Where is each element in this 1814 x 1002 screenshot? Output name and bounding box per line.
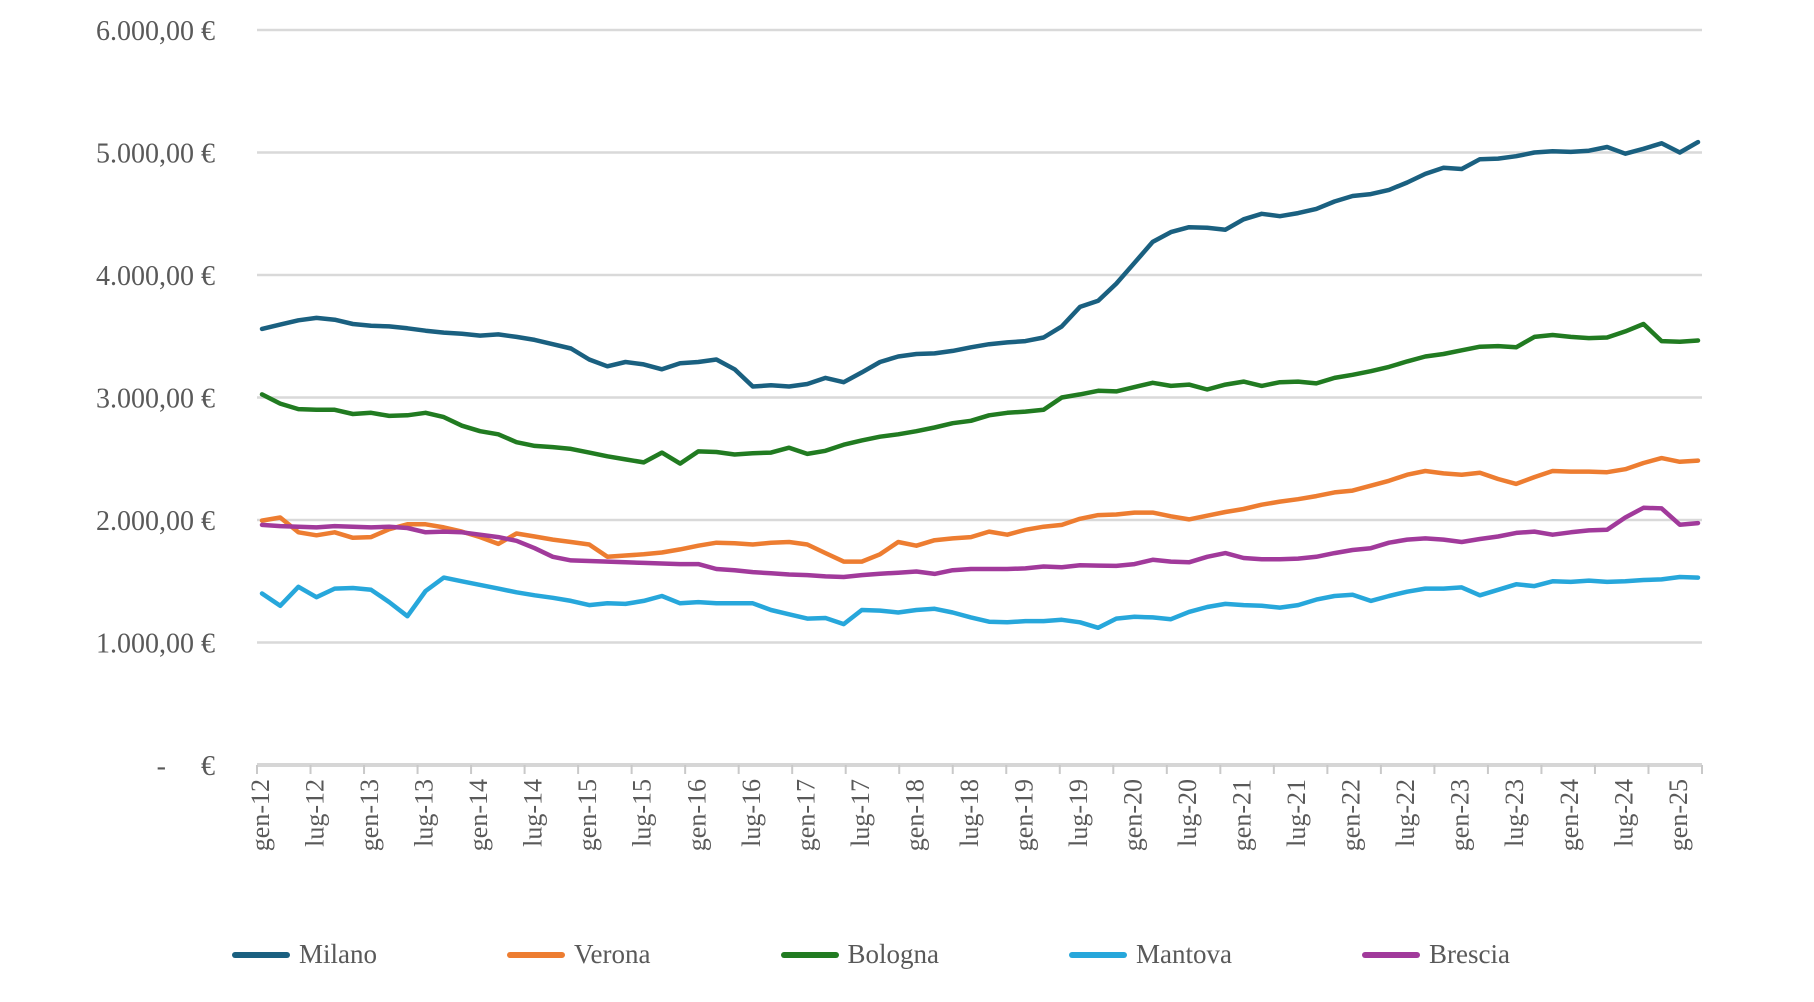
x-axis-label: gen-19 — [1009, 779, 1038, 851]
x-axis-label: lug-17 — [846, 779, 875, 847]
x-axis-label: gen-22 — [1337, 779, 1366, 851]
x-axis-label: gen-15 — [573, 779, 602, 851]
legend-label-mantova: Mantova — [1136, 939, 1232, 969]
legend: Milano Verona Bologna Mantova Brescia — [232, 941, 1510, 968]
legend-swatch-bologna — [780, 951, 839, 958]
x-axis-label: gen-24 — [1555, 779, 1584, 851]
x-axis-label: lug-20 — [1173, 779, 1202, 847]
y-axis-label: 2.000,00 € — [96, 506, 215, 537]
legend-label-verona: Verona — [574, 939, 651, 969]
x-axis-label: gen-18 — [900, 779, 929, 851]
x-axis-label: lug-15 — [628, 779, 657, 847]
x-axis-label: lug-19 — [1064, 779, 1093, 847]
x-axis-label: gen-25 — [1664, 779, 1693, 851]
legend-label-bologna: Bologna — [847, 939, 940, 969]
x-axis-label: lug-12 — [301, 779, 330, 847]
x-axis-label: gen-16 — [682, 779, 711, 851]
x-axis-label: lug-16 — [737, 779, 766, 847]
x-axis-label: gen-12 — [246, 779, 275, 851]
legend-item-brescia: Brescia — [1362, 941, 1510, 968]
y-axis-label: 5.000,00 € — [96, 139, 215, 170]
x-axis-label: lug-14 — [519, 779, 548, 847]
series-line-brescia — [259, 505, 1701, 580]
y-axis-label: 6.000,00 € — [96, 16, 215, 47]
x-axis-label: gen-14 — [464, 779, 493, 851]
x-axis-label: lug-23 — [1500, 779, 1529, 847]
y-axis-label: 1.000,00 € — [96, 629, 215, 660]
x-axis-label: gen-13 — [355, 779, 384, 851]
x-axis-label: gen-17 — [791, 779, 820, 851]
legend-item-mantova: Mantova — [1069, 941, 1232, 968]
x-axis-label: lug-24 — [1609, 779, 1638, 847]
legend-label-milano: Milano — [299, 939, 377, 969]
series-line-mantova — [259, 574, 1701, 631]
x-axis-label: lug-22 — [1391, 779, 1420, 847]
legend-item-bologna: Bologna — [780, 939, 940, 969]
x-axis-label: gen-20 — [1119, 779, 1148, 851]
y-axis-label: 3.000,00 € — [96, 384, 215, 415]
x-axis-label: lug-13 — [410, 779, 439, 847]
y-axis-label: 4.000,00 € — [96, 261, 215, 292]
series-line-milano — [259, 139, 1701, 389]
legend-label-brescia: Brescia — [1429, 939, 1510, 969]
series-line-verona — [259, 455, 1701, 564]
y-axis-label: - € — [157, 751, 215, 782]
x-axis-label: gen-23 — [1446, 779, 1475, 851]
legend-swatch-verona — [507, 951, 566, 958]
legend-swatch-brescia — [1362, 951, 1421, 958]
series-line-bologna — [259, 321, 1701, 466]
x-axis-label: lug-21 — [1282, 779, 1311, 847]
legend-swatch-mantova — [1069, 951, 1128, 958]
legend-swatch-milano — [232, 951, 290, 958]
legend-item-verona: Verona — [507, 941, 650, 968]
legend-item-milano: Milano — [232, 941, 377, 968]
x-axis-label: lug-18 — [955, 779, 984, 847]
x-axis-label: gen-21 — [1228, 779, 1257, 851]
